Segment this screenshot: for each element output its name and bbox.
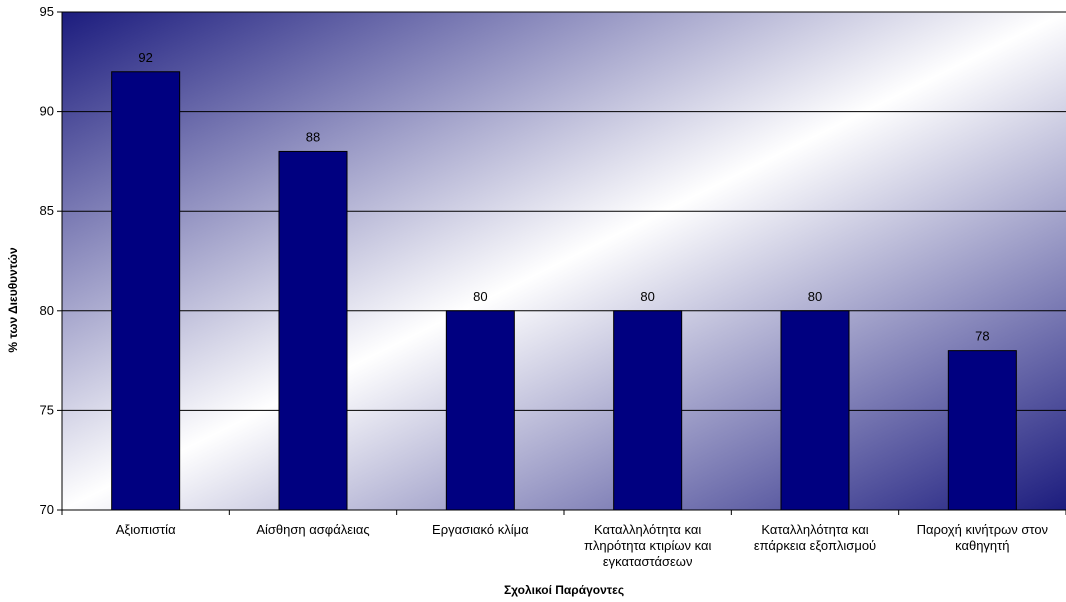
x-tick-label-line: Καταλληλότητα και (761, 522, 868, 537)
bar-value-label: 80 (473, 289, 487, 304)
x-tick-label-line: Καταλληλότητα και (594, 522, 701, 537)
data-labels: 92 88 80 80 80 78 (138, 50, 989, 344)
y-tick-label: 70 (40, 502, 54, 517)
x-tick-label-line: επάρκεια εξοπλισμού (754, 538, 876, 553)
bar-value-label: 88 (306, 129, 320, 144)
y-tick-label: 90 (40, 104, 54, 119)
x-tick-label: Αξιοπιστία (116, 522, 176, 537)
plot-area-background (62, 12, 1066, 510)
x-tick-label: Καταλληλότητα και επάρκεια εξοπλισμού (754, 522, 876, 553)
axes (57, 11, 1066, 515)
bar (111, 71, 181, 511)
x-tick-label-line: εγκαταστάσεων (603, 554, 693, 569)
x-tick-label: Αίσθηση ασφάλειας (256, 522, 369, 537)
x-axis-title: Σχολικοί Παράγοντες (503, 583, 625, 597)
y-tick-label: 95 (40, 4, 54, 19)
bar (947, 350, 1017, 511)
x-tick-label-line: Εργασιακό κλίμα (432, 522, 529, 537)
bar (278, 150, 348, 511)
y-tick-label: 75 (40, 402, 54, 417)
x-tick-label: Εργασιακό κλίμα (432, 522, 529, 537)
bar (780, 310, 850, 511)
y-axis-title: % των Διευθυντών (6, 247, 20, 353)
bar-value-label: 78 (975, 329, 989, 344)
tick-labels: 70 75 80 85 90 95 Αξιοπιστία Αίσθηση ασφάλειας Ε… (40, 4, 1049, 569)
x-tick-label: Παροχή κινήτρων στον καθηγητή (917, 522, 1048, 553)
x-tick-label-line: Παροχή κινήτρων στον (917, 522, 1048, 537)
gridlines (62, 11, 1066, 411)
bar-value-label: 92 (138, 50, 152, 65)
bar-value-label: 80 (808, 289, 822, 304)
bars (111, 71, 1017, 511)
x-tick-label-line: Αξιοπιστία (116, 522, 176, 537)
x-tick-label-line: καθηγητή (955, 538, 1009, 553)
bar (445, 310, 515, 511)
x-tick-label: Καταλληλότητα και πληρότητα κτιρίων και εγ… (584, 522, 712, 569)
x-tick-label-line: Αίσθηση ασφάλειας (256, 522, 369, 537)
y-tick-label: 85 (40, 203, 54, 218)
x-tick-label-line: πληρότητα κτιρίων και (584, 538, 712, 553)
y-axis-title-box: % των Διευθυντών (3, 180, 23, 420)
bar-value-label: 80 (640, 289, 654, 304)
y-tick-label: 80 (40, 303, 54, 318)
bar (613, 310, 683, 511)
